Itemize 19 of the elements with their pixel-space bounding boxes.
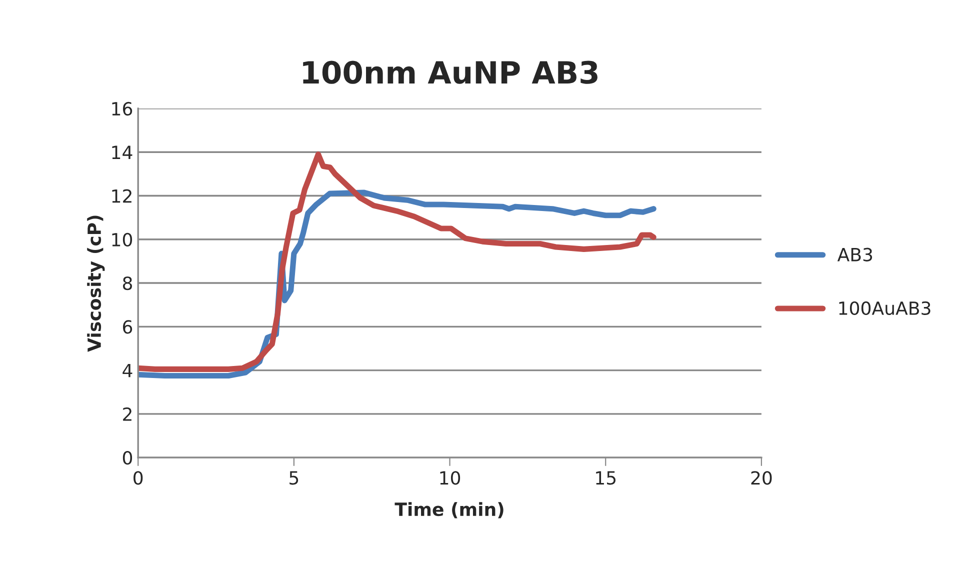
x-tick-label: 0 [134, 471, 143, 485]
y-tick-label: 4 [122, 364, 132, 378]
y-tick-label: 14 [112, 146, 132, 159]
chart-title: 100nm AuNP AB3 [303, 60, 598, 84]
y-tick-label: 16 [112, 102, 132, 116]
x-tick-label: 15 [596, 471, 616, 485]
y-tick-label: 0 [122, 451, 132, 465]
y-tick-label: 2 [123, 407, 132, 421]
x-tick-label: 20 [751, 471, 772, 485]
y-tick-label: 8 [122, 276, 132, 290]
legend-label: 100AuAB3 [839, 301, 930, 316]
x-tick-label: 5 [290, 471, 298, 485]
y-tick-label: 6 [123, 320, 132, 334]
legend-label: AB3 [837, 248, 872, 262]
x-axis-title: Time (min) [394, 502, 504, 518]
x-tick-label: 10 [440, 471, 460, 485]
y-axis-title: Viscosity (cP) [87, 216, 105, 352]
y-tick-label: 10 [112, 232, 132, 246]
y-tick-label: 12 [112, 189, 132, 203]
